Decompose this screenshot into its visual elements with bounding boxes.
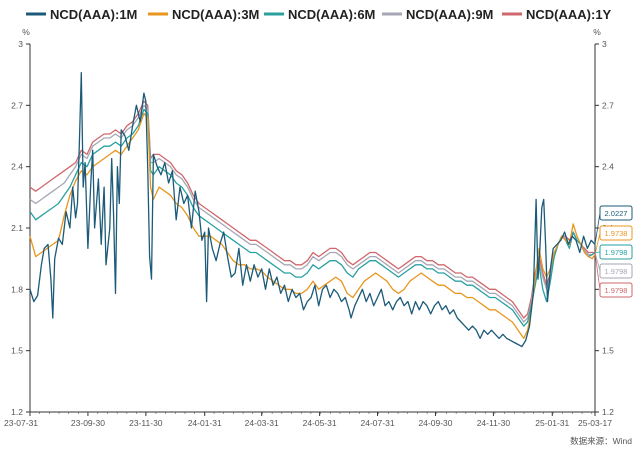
end-value-label: 1.9798 xyxy=(605,267,628,276)
y-tick-label: 2.4 xyxy=(11,162,23,172)
x-tick-label: 25-01-31 xyxy=(535,418,569,428)
y-tick-label: 1.5 xyxy=(11,346,23,356)
end-tag-box xyxy=(599,225,633,241)
legend-item: NCD(AAA):1Y xyxy=(502,7,612,22)
x-tick-label: 25-03-17 xyxy=(578,418,612,428)
legend-label: NCD(AAA):9M xyxy=(406,7,493,22)
x-tick-label: 23-11-30 xyxy=(129,418,163,428)
y-tick-label: 2.1 xyxy=(11,223,23,233)
end-tag-connector xyxy=(594,252,601,272)
end-tag-box xyxy=(599,205,633,221)
y-unit-right: % xyxy=(593,27,601,37)
y-tick-label: 1.5 xyxy=(602,346,614,356)
x-tick-label: 24-05-31 xyxy=(303,418,337,428)
end-tag-box xyxy=(599,244,633,260)
y-tick-label: 1.2 xyxy=(11,407,23,417)
y-tick-label: 2.7 xyxy=(602,100,614,110)
x-tick-label: 24-07-31 xyxy=(361,418,395,428)
legend-label: NCD(AAA):1M xyxy=(50,7,137,22)
end-tag-connector xyxy=(594,232,601,255)
y-tick-label: 2.7 xyxy=(11,100,23,110)
end-value-tags: 2.0227 1.9738 1.9798 1.9798 1.9798 xyxy=(594,205,633,298)
end-tag-connector xyxy=(594,252,601,291)
source-note: 数据来源：Wind xyxy=(570,436,632,446)
x-tick-label: 23-09-30 xyxy=(71,418,105,428)
y-tick-label: 2.4 xyxy=(602,162,614,172)
series-line xyxy=(29,100,595,319)
series-line xyxy=(29,104,596,323)
y-tick-label: 1.8 xyxy=(11,284,23,294)
end-value-label: 1.9738 xyxy=(605,229,628,238)
end-value-label: 1.9798 xyxy=(605,286,628,295)
chart-axes: %%1.21.21.51.51.81.82.12.12.42.42.72.733… xyxy=(4,27,614,428)
legend-item: NCD(AAA):3M xyxy=(148,7,259,22)
series-line xyxy=(29,71,596,348)
y-tick-label: 3 xyxy=(602,39,607,49)
legend-item: NCD(AAA):9M xyxy=(382,7,493,22)
end-value-label: 2.0227 xyxy=(605,209,628,218)
end-tag-connector xyxy=(594,251,601,253)
x-tick-label: 24-11-30 xyxy=(477,418,511,428)
end-tag-box xyxy=(599,282,633,298)
x-tick-label: 23-07-31 xyxy=(4,418,38,428)
end-tag-connector xyxy=(594,212,601,245)
chart-legend: NCD(AAA):1M NCD(AAA):3M NCD(AAA):6M NCD(AAA… xyxy=(26,7,612,22)
legend-label: NCD(AAA):3M xyxy=(172,7,259,22)
legend-label: NCD(AAA):1Y xyxy=(526,7,612,22)
end-tag-box xyxy=(599,263,633,279)
legend-label: NCD(AAA):6M xyxy=(288,7,375,22)
y-tick-label: 1.2 xyxy=(602,407,614,417)
x-tick-label: 24-03-31 xyxy=(245,418,279,428)
y-unit-left: % xyxy=(22,27,30,37)
end-value-label: 1.9798 xyxy=(605,248,628,257)
legend-item: NCD(AAA):1M xyxy=(26,7,137,22)
x-tick-label: 24-09-30 xyxy=(418,418,452,428)
series-line xyxy=(29,112,596,340)
legend-item: NCD(AAA):6M xyxy=(264,7,375,22)
x-tick-label: 24-01-31 xyxy=(188,418,222,428)
plot-area xyxy=(29,71,596,348)
y-tick-label: 3 xyxy=(18,39,23,49)
